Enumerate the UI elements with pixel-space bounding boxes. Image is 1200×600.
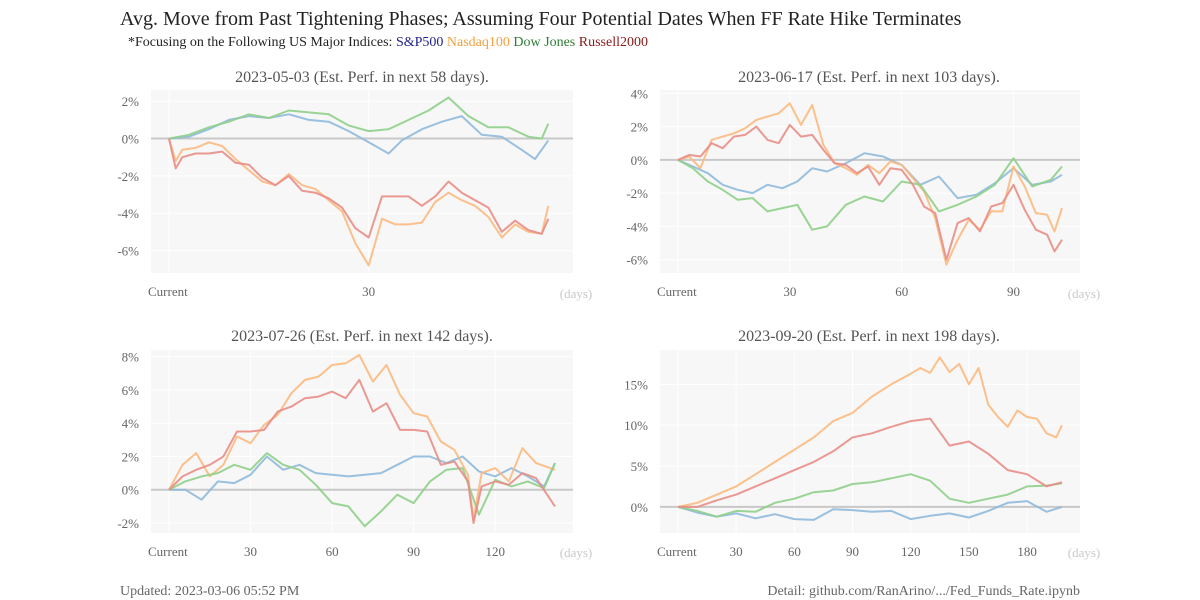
x-tick-label: 150 — [959, 544, 979, 559]
series-line-sp500 — [677, 500, 1063, 521]
x-axis-label: (days) — [560, 286, 593, 301]
x-tick-label: Current — [148, 284, 188, 299]
y-tick-label: -6% — [117, 244, 139, 259]
index-label-russell2000: Russell2000 — [578, 35, 648, 50]
series-line-russell2000 — [678, 417, 1063, 508]
x-tick-label: 60 — [895, 284, 908, 299]
x-axis-label: (days) — [1068, 286, 1101, 301]
y-tick-label: -2% — [626, 186, 648, 201]
chart-subtitle: *Focusing on the Following US Major Indi… — [128, 35, 648, 51]
chart-panel-1: 2023-05-03 (Est. Perf. in next 58 days).… — [117, 69, 592, 301]
y-tick-label: 2% — [631, 120, 649, 135]
series-line-nasdaq100 — [168, 138, 550, 267]
x-tick-label: 60 — [788, 544, 801, 559]
chart-panel-2: 2023-06-17 (Est. Perf. in next 103 days)… — [626, 69, 1100, 301]
y-tick-label: -4% — [117, 206, 139, 221]
x-tick-label: 30 — [244, 544, 257, 559]
y-tick-label: 0% — [631, 153, 649, 168]
y-tick-label: 0% — [122, 132, 140, 147]
series-line-dowjones — [677, 473, 1063, 518]
x-tick-label: 30 — [730, 544, 743, 559]
series-line-dowjones — [168, 96, 550, 140]
x-tick-label: Current — [657, 544, 697, 559]
y-tick-label: -6% — [626, 253, 648, 268]
chart-title: Avg. Move from Past Tightening Phases; A… — [120, 8, 962, 30]
x-tick-label: Current — [148, 544, 188, 559]
panel-title: 2023-05-03 (Est. Perf. in next 58 days). — [235, 69, 489, 86]
y-tick-label: 2% — [122, 449, 140, 464]
chart-panel-3: 2023-07-26 (Est. Perf. in next 142 days)… — [117, 328, 592, 560]
series-line-russell2000 — [677, 123, 1063, 261]
y-tick-label: 8% — [122, 350, 140, 365]
subtitle-prefix: *Focusing on the Following US Major Indi… — [128, 35, 393, 50]
plot-background — [660, 90, 1080, 273]
y-tick-label: 4% — [631, 86, 649, 101]
x-axis-label: (days) — [560, 545, 593, 560]
series-line-dowjones — [677, 157, 1063, 231]
plot-background — [151, 350, 573, 533]
y-tick-label: 0% — [631, 500, 649, 515]
plot-background — [151, 90, 573, 273]
x-tick-label: 90 — [846, 544, 859, 559]
x-tick-label: 180 — [1017, 544, 1037, 559]
x-tick-label: 30 — [362, 284, 375, 299]
y-tick-label: -2% — [117, 169, 139, 184]
x-tick-label: 90 — [407, 544, 420, 559]
x-tick-label: 120 — [901, 544, 921, 559]
y-tick-label: 5% — [631, 459, 649, 474]
panel-title: 2023-06-17 (Est. Perf. in next 103 days)… — [738, 69, 1000, 86]
x-tick-label: 30 — [783, 284, 796, 299]
x-axis-label: (days) — [1068, 545, 1101, 560]
series-line-nasdaq100 — [677, 102, 1063, 266]
index-label-dowjones: Dow Jones — [513, 35, 576, 50]
series-line-nasdaq100 — [168, 354, 556, 521]
plot-background — [660, 350, 1080, 533]
series-line-nasdaq100 — [677, 356, 1063, 508]
x-tick-label: 120 — [485, 544, 505, 559]
series-line-sp500 — [169, 455, 556, 501]
updated-timestamp: Updated: 2023-03-06 05:52 PM — [120, 584, 300, 599]
x-tick-label: 90 — [1007, 284, 1020, 299]
panel-title: 2023-09-20 (Est. Perf. in next 198 days)… — [738, 328, 1000, 345]
index-label-nasdaq100: Nasdaq100 — [446, 35, 510, 50]
series-line-dowjones — [168, 452, 556, 528]
y-tick-label: 2% — [122, 94, 140, 109]
series-line-russell2000 — [168, 378, 556, 524]
x-tick-label: Current — [657, 284, 697, 299]
y-tick-label: 10% — [624, 418, 648, 433]
y-tick-label: -2% — [117, 516, 139, 531]
detail-link[interactable]: Detail: github.com/RanArino/.../Fed_Fund… — [767, 584, 1080, 599]
chart-panel-4: 2023-09-20 (Est. Perf. in next 198 days)… — [624, 328, 1100, 560]
y-tick-label: 6% — [122, 383, 140, 398]
series-line-russell2000 — [168, 138, 550, 239]
y-tick-label: -4% — [626, 219, 648, 234]
index-label-sp500: S&P500 — [395, 35, 444, 50]
y-tick-label: 4% — [122, 416, 140, 431]
y-tick-label: 0% — [122, 483, 140, 498]
y-tick-label: 15% — [624, 377, 648, 392]
x-tick-label: 60 — [326, 544, 339, 559]
panel-title: 2023-07-26 (Est. Perf. in next 142 days)… — [231, 328, 493, 345]
